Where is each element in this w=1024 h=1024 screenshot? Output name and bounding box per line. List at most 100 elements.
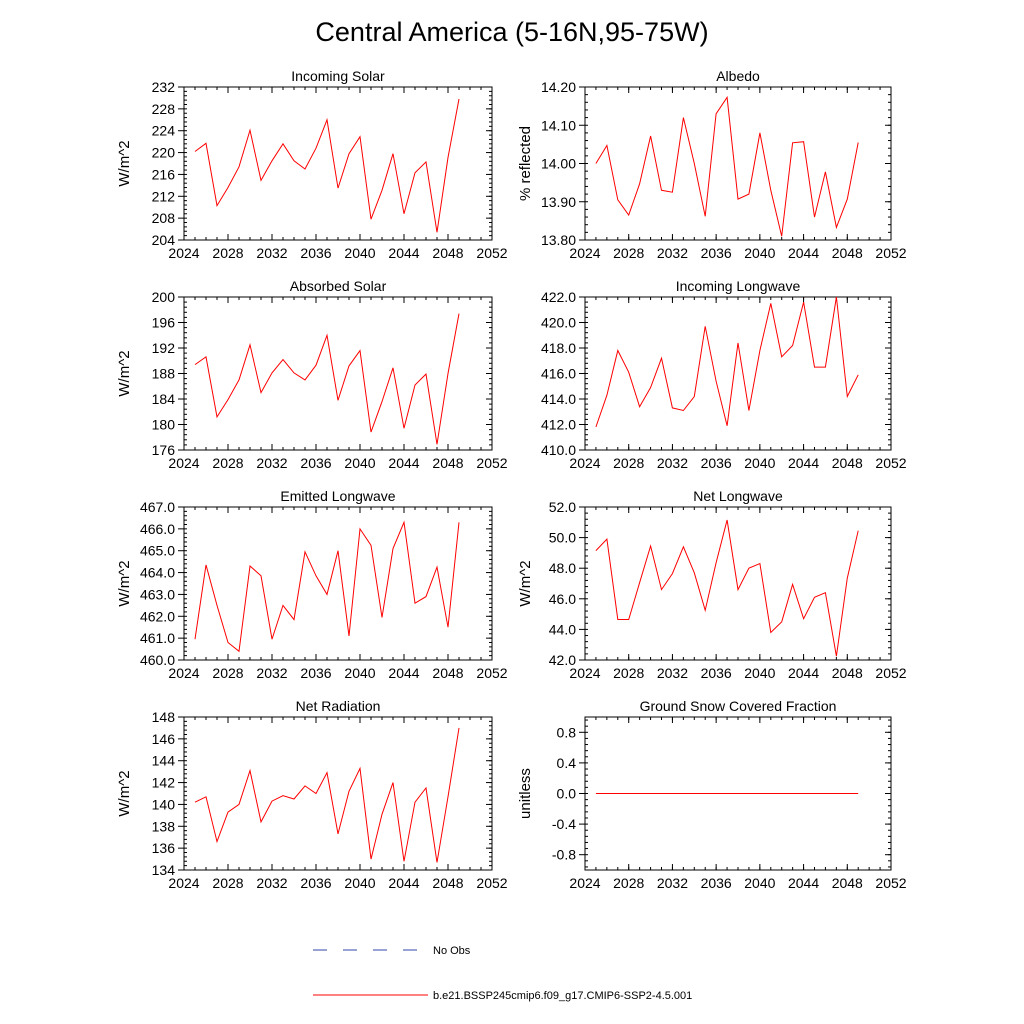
y-axis-label: W/m^2: [116, 350, 133, 396]
x-tick-label: 2032: [657, 665, 688, 681]
y-tick-label: 140: [152, 796, 176, 812]
y-tick-label: 0.4: [557, 755, 577, 771]
x-tick-label: 2032: [657, 245, 688, 261]
panel-title: Emitted Longwave: [280, 488, 395, 504]
series-line: [595, 95, 859, 237]
series-line: [194, 313, 460, 445]
x-tick-label: 2052: [476, 875, 507, 891]
x-tick-label: 2032: [256, 245, 287, 261]
panel-title: Net Longwave: [693, 488, 783, 504]
x-tick-label: 2036: [300, 875, 331, 891]
x-tick-label: 2048: [432, 245, 463, 261]
y-tick-label: 466.0: [140, 521, 175, 537]
x-tick-label: 2044: [388, 455, 419, 471]
y-tick-label: 188: [152, 366, 176, 382]
x-tick-label: 2044: [788, 665, 819, 681]
x-tick-label: 2036: [701, 455, 732, 471]
x-tick-label: 2032: [657, 875, 688, 891]
y-tick-label: 14.20: [541, 79, 576, 95]
x-tick-label: 2052: [476, 455, 507, 471]
plot-frame: [183, 716, 493, 871]
x-tick-label: 2040: [744, 455, 775, 471]
y-tick-label: 176: [152, 442, 176, 458]
panel-title: Absorbed Solar: [290, 278, 387, 294]
y-tick-label: 136: [152, 840, 176, 856]
y-tick-label: 228: [152, 101, 176, 117]
x-tick-label: 2052: [476, 665, 507, 681]
x-tick-label: 2032: [256, 665, 287, 681]
y-tick-label: 184: [152, 391, 176, 407]
x-tick-label: 2052: [875, 875, 906, 891]
x-tick-label: 2040: [744, 875, 775, 891]
y-tick-label: 420.0: [541, 315, 576, 331]
y-tick-label: 13.90: [541, 194, 576, 210]
x-tick-label: 2048: [432, 455, 463, 471]
x-tick-label: 2052: [875, 665, 906, 681]
y-tick-label: 146: [152, 731, 176, 747]
x-tick-label: 2048: [832, 455, 863, 471]
y-tick-label: 414.0: [541, 391, 576, 407]
x-tick-label: 2028: [212, 875, 243, 891]
plot-frame: [584, 506, 892, 661]
y-tick-label: 134: [152, 862, 176, 878]
y-tick-label: 46.0: [549, 591, 576, 607]
y-tick-label: 0.8: [557, 724, 577, 740]
x-tick-label: 2040: [744, 245, 775, 261]
y-tick-label: 410.0: [541, 442, 576, 458]
panel-incoming-longwave: 2024 2028 2032 2036 2040 2044 2048 2052 410.0 412…: [541, 278, 907, 471]
series-line: [194, 727, 460, 863]
y-tick-label: 463.0: [140, 586, 175, 602]
y-tick-label: 196: [152, 315, 176, 331]
x-tick-label: 2044: [388, 875, 419, 891]
x-tick-label: 2024: [569, 455, 600, 471]
y-axis-label: W/m^2: [116, 770, 133, 816]
x-tick-label: 2024: [168, 455, 199, 471]
y-tick-label: -0.8: [552, 847, 576, 863]
series-line: [194, 98, 460, 233]
x-tick-label: 2024: [569, 665, 600, 681]
x-tick-label: 2024: [569, 245, 600, 261]
x-tick-label: 2024: [168, 665, 199, 681]
x-tick-label: 2052: [476, 245, 507, 261]
y-tick-label: 208: [152, 210, 176, 226]
y-tick-label: 464.0: [140, 565, 175, 581]
y-tick-label: 48.0: [549, 560, 576, 576]
y-tick-label: 204: [152, 232, 176, 248]
plot-frame: [584, 86, 892, 241]
y-tick-label: 42.0: [549, 652, 576, 668]
x-tick-label: 2036: [300, 455, 331, 471]
legend: No Obs b.e21.BSSP245cmip6.f09_g17.CMIP6-…: [313, 945, 692, 1002]
x-tick-label: 2052: [875, 455, 906, 471]
x-tick-label: 2044: [788, 245, 819, 261]
y-tick-label: 232: [152, 79, 176, 95]
y-tick-label: 192: [152, 340, 176, 356]
y-tick-label: 462.0: [140, 608, 175, 624]
panel-title: Incoming Solar: [291, 68, 385, 84]
y-tick-label: 418.0: [541, 340, 576, 356]
y-tick-label: 461.0: [140, 630, 175, 646]
plot-frame: [183, 506, 493, 661]
x-tick-label: 2028: [613, 245, 644, 261]
y-tick-label: 44.0: [549, 621, 576, 637]
x-tick-label: 2036: [300, 245, 331, 261]
plot-frame: [183, 86, 493, 241]
legend-label-model: b.e21.BSSP245cmip6.f09_g17.CMIP6-SSP2-4.…: [433, 990, 692, 1002]
x-tick-label: 2044: [388, 665, 419, 681]
panel-ground-snow-covered-fraction: 2024 2028 2032 2036 2040 2044 2048 2052 -0.8 -0.4…: [517, 698, 907, 891]
x-tick-label: 2044: [388, 245, 419, 261]
panel-title: Ground Snow Covered Fraction: [640, 698, 837, 714]
panel-net-longwave: 2024 2028 2032 2036 2040 2044 2048 2052 42.0 44.0…: [517, 488, 907, 681]
x-tick-label: 2040: [344, 665, 375, 681]
x-tick-label: 2048: [432, 665, 463, 681]
y-tick-label: 416.0: [541, 366, 576, 382]
y-tick-label: 212: [152, 188, 176, 204]
x-tick-label: 2032: [657, 455, 688, 471]
y-tick-label: 460.0: [140, 652, 175, 668]
panel-incoming-solar: 2024 2028 2032 2036 2040 2044 2048 2052 204 208 21…: [116, 68, 508, 261]
x-tick-label: 2028: [212, 665, 243, 681]
x-tick-label: 2048: [832, 245, 863, 261]
y-tick-label: 52.0: [549, 499, 576, 515]
x-tick-label: 2044: [788, 455, 819, 471]
x-tick-label: 2048: [832, 875, 863, 891]
